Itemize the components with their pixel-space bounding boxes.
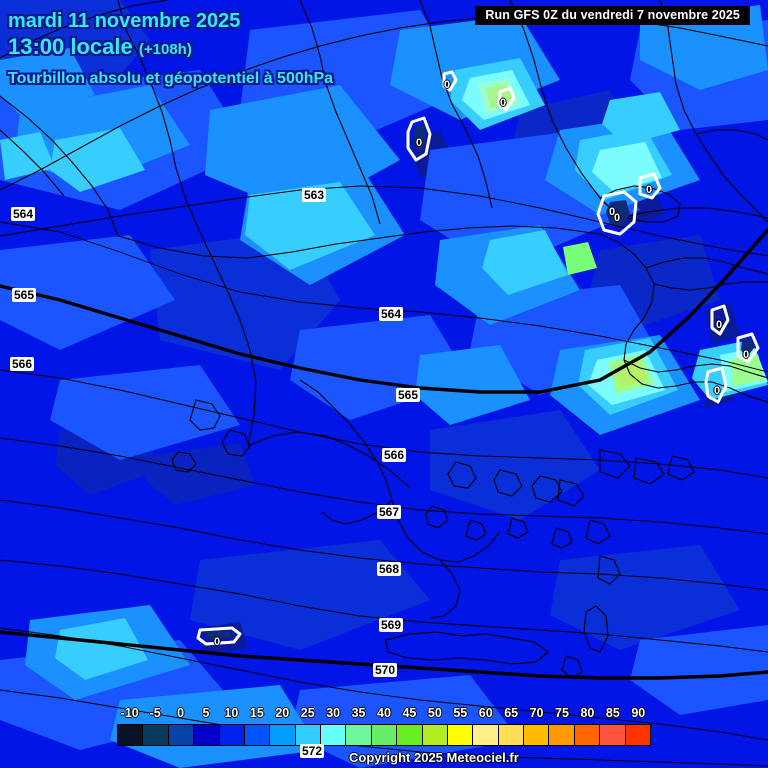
legend-tick-30: 30 [326,706,341,720]
vorticity-zero-label-6: 0 [716,319,723,331]
legend-tick-group: -10 -5 0 5 10 15 20 25 30 35 40 45 50 55 60 65 70 75 80 85 9… [0,706,768,724]
legend-tick-15: 15 [249,706,264,720]
vorticity-zero-label-5: 0 [614,212,621,224]
legend-tick--5: -5 [149,706,161,720]
legend-swatch-10 [371,725,398,745]
legend-tick-10: 10 [224,706,239,720]
forecast-date: mardi 11 novembre 2025 [8,10,241,32]
copyright-notice: Copyright 2025 Meteociel.fr [349,750,519,765]
contour-label-569-9: 569 [379,618,404,632]
forecast-lead-time: (+108h) [138,41,192,58]
vorticity-zero-label-1: 0 [500,97,507,109]
legend-swatch-1 [143,725,169,745]
legend-swatch-5 [244,725,271,745]
legend-tick-35: 35 [351,706,366,720]
legend-tick-45: 45 [402,706,417,720]
legend-tick-5: 5 [202,706,210,720]
legend-tick-40: 40 [377,706,391,720]
vorticity-zero-label-9: 0 [214,636,221,648]
vorticity-zero-label-8: 0 [714,385,721,397]
legend-swatch-0 [118,725,144,745]
contour-label-564-2: 564 [379,307,404,321]
legend-swatch-6 [270,725,296,745]
legend-swatch-3 [194,725,220,745]
legend-color-bar [117,724,651,746]
vorticity-zero-label-3: 0 [646,184,653,196]
contour-label-572: 572 [300,744,325,758]
legend-tick-55: 55 [453,706,468,720]
legend-swatch-13 [447,725,474,745]
legend-swatch-8 [321,725,347,745]
vorticity-zero-label-2: 0 [416,137,423,149]
legend-swatch-19 [600,725,626,745]
legend-tick--10: -10 [120,706,139,720]
legend-swatch-14 [473,725,499,745]
vorticity-zero-label-7: 0 [743,349,750,361]
legend-tick-50: 50 [427,706,442,720]
legend-swatch-16 [524,725,550,745]
vorticity-zero-contours [196,70,760,646]
contour-label-563-0: 563 [302,188,327,202]
legend-tick-85: 85 [605,706,620,720]
contour-label-565-3: 565 [12,288,37,302]
legend-swatch-9 [346,725,372,745]
vorticity-zero-label-0: 0 [444,79,451,91]
legend-tick-70: 70 [529,706,544,720]
contour-label-570-10: 570 [373,663,398,677]
legend-swatch-15 [498,725,524,745]
contour-label-567-7: 567 [377,505,402,519]
color-scale-legend: -10 -5 0 5 10 15 20 25 30 35 40 45 50 55 60 65 70 75 80 85 9… [0,706,768,768]
legend-tick-25: 25 [300,706,315,720]
contour-label-564-1: 564 [11,207,36,221]
forecast-time-label: 13:00 locale [8,34,133,59]
contour-label-566-6: 566 [382,448,407,462]
contour-label-568-8: 568 [377,562,402,576]
legend-tick-90: 90 [631,706,646,720]
legend-tick-75: 75 [555,706,569,720]
legend-tick-0: 0 [177,706,185,720]
legend-swatch-12 [422,725,448,745]
legend-swatch-7 [295,725,321,745]
legend-swatch-17 [549,725,575,745]
legend-tick-20: 20 [275,706,290,720]
forecast-time: 13:00 locale (+108h) [8,34,192,60]
parameter-title: Tourbillon absolu et géopotentiel à 500h… [8,70,334,87]
vorticity-zero-label-4: 0 [609,206,616,218]
model-run-badge: Run GFS 0Z du vendredi 7 novembre 2025 [475,6,750,25]
contour-label-565-4: 565 [396,388,421,402]
legend-tick-65: 65 [504,706,519,720]
vorticity-zero-cores [206,124,754,639]
legend-swatch-2 [168,725,195,745]
legend-swatch-20 [625,725,650,745]
legend-swatch-11 [397,725,423,745]
legend-tick-80: 80 [580,706,595,720]
legend-swatch-4 [219,725,245,745]
contour-label-566-5: 566 [10,357,35,371]
legend-swatch-18 [574,725,601,745]
legend-tick-60: 60 [478,706,493,720]
